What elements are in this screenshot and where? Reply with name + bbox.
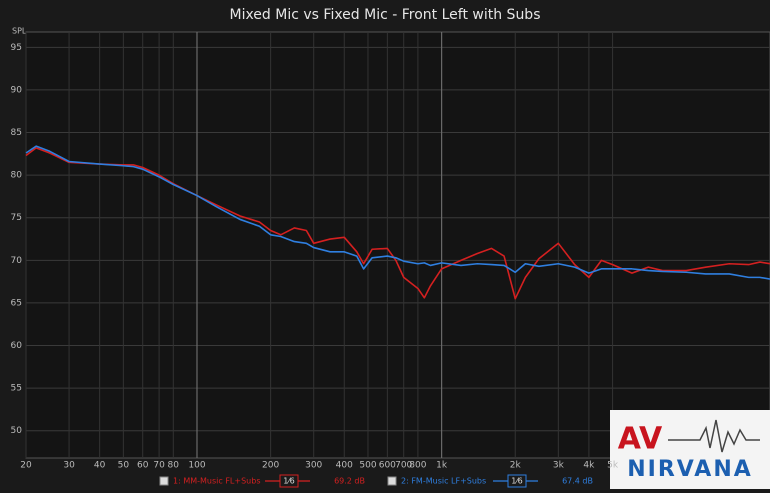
x-tick-label: 600 (379, 461, 396, 471)
legend-checkbox[interactable] (159, 476, 169, 486)
x-tick-label: 20 (20, 461, 32, 471)
x-tick-label: 30 (63, 461, 75, 471)
y-tick-label: 75 (11, 213, 22, 223)
legend-checkbox[interactable] (387, 476, 397, 486)
legend-smoothing-box (507, 474, 527, 488)
x-tick-label: 50 (118, 461, 130, 471)
x-tick-label: 40 (94, 461, 106, 471)
x-tick-label: 5k (607, 461, 619, 471)
x-tick-label: 400 (336, 461, 353, 471)
x-tick-label: 4k (583, 461, 595, 471)
logo-word: NIRVANA (627, 457, 753, 482)
x-tick-label: 700 (395, 461, 412, 471)
grid (25, 32, 770, 458)
legend-name: 1: MM-Music FL+Subs (173, 477, 260, 486)
chart-title: Mixed Mic vs Fixed Mic - Front Left with… (229, 7, 540, 23)
x-tick-label: 2k (510, 461, 522, 471)
series-line (25, 145, 770, 280)
legend-level: 69.2 dB (334, 477, 365, 486)
x-tick-label: 300 (305, 461, 322, 471)
y-tick-label: 95 (11, 43, 22, 53)
x-tick-label: 200 (262, 461, 279, 471)
y-tick-label: 55 (11, 384, 22, 394)
y-axis-label: SPL (12, 27, 27, 36)
x-tick-label: 1k (436, 461, 448, 471)
y-tick-label: 85 (11, 128, 22, 138)
logo-wave (668, 419, 760, 453)
plot-area (25, 31, 770, 459)
logo-box (610, 410, 770, 489)
y-tick-label: 70 (11, 256, 23, 266)
x-tick-label: 60 (137, 461, 149, 471)
legend-smoothing-box (279, 474, 299, 488)
x-tick-label: 80 (168, 461, 180, 471)
x-tick-label: 100 (188, 461, 205, 471)
y-tick-label: 80 (11, 171, 23, 181)
y-tick-label: 90 (11, 85, 23, 95)
y-tick-label: 50 (11, 426, 23, 436)
legend-smoothing: 1⁄6 (511, 477, 523, 486)
x-tick-label: 500 (359, 461, 376, 471)
y-tick-label: 60 (11, 341, 23, 351)
legend-level: 67.4 dB (562, 477, 593, 486)
legend-smoothing: 1⁄6 (283, 477, 295, 486)
x-tick-label: 3k (553, 461, 565, 471)
logo-mark: AV (618, 422, 663, 457)
legend-name: 2: FM-Music LF+Subs (401, 477, 486, 486)
lines (25, 145, 770, 300)
x-tick-label: 70 (153, 461, 165, 471)
x-tick-label: 800 (409, 461, 426, 471)
legend: 1: MM-Music FL+Subs 1⁄6 69.2 dB 2: FM-Music… (159, 474, 593, 488)
y-tick-label: 65 (11, 298, 22, 308)
